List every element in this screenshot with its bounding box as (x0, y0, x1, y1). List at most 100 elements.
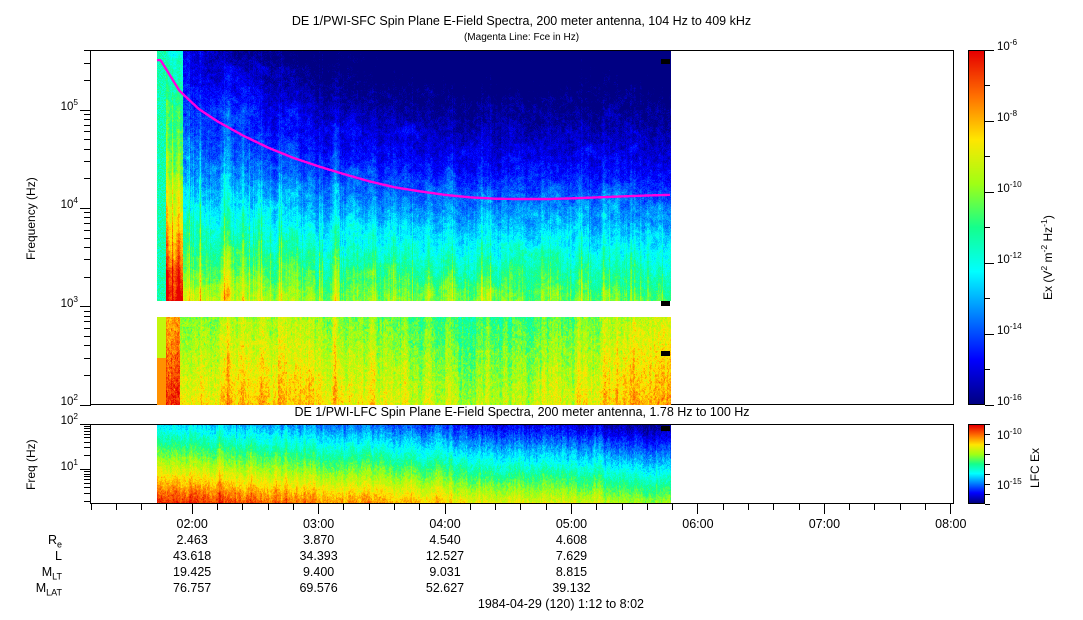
upper-y-tick (84, 119, 91, 121)
x-axis-tick (570, 504, 572, 514)
upper-y-tick-label: 102 (42, 394, 78, 408)
x-axis-tick (748, 504, 749, 510)
x-axis-tick (419, 504, 421, 510)
x-axis-tick (874, 504, 876, 510)
x-axis-tick (697, 504, 699, 514)
y-mant: 10 (60, 460, 74, 473)
upper-colorbar-tick (985, 120, 994, 122)
cb-mant: 10 (997, 183, 1010, 195)
upper-y-axis-label: Frequency (Hz) (24, 177, 38, 260)
upper-y-tick-label: 103 (42, 294, 78, 309)
x-axis-tick-label: 03:00 (302, 517, 335, 531)
cb-mant: 10 (997, 430, 1010, 442)
x-axis-tick (267, 504, 269, 510)
upper-y-tick (84, 357, 91, 359)
eph-label-base: M (41, 565, 53, 579)
upper-y-tick (84, 139, 91, 141)
lower-y-tick (84, 482, 91, 484)
x-axis-tick (621, 504, 623, 510)
lower-colorbar-tick (985, 433, 990, 435)
ephemeris-value: 76.757 (173, 581, 212, 595)
upper-colorbar-tick-label: 10-16 (997, 394, 1022, 408)
y-exp: 5 (73, 98, 78, 108)
ephemeris-row-label: L (0, 549, 62, 563)
sfc-spectrogram (91, 51, 955, 405)
y-exp: 4 (73, 196, 78, 206)
upper-y-tick (84, 212, 91, 214)
lower-y-tick (80, 469, 91, 471)
upper-y-tick (84, 374, 91, 376)
upper-colorbar-tick (985, 369, 990, 370)
x-axis-tick (469, 504, 471, 510)
lower-y-tick (84, 479, 91, 481)
upper-y-tick (84, 131, 91, 133)
ephemeris-value: 9.031 (429, 565, 461, 579)
upper-colorbar-tick (985, 191, 994, 193)
eph-label-base: M (35, 581, 47, 595)
upper-y-tick (84, 345, 91, 347)
upper-colorbar-tick (985, 262, 994, 264)
y-exp: 3 (73, 294, 78, 304)
eph-label-sub: LAT (46, 587, 62, 598)
eph-label-sub: LT (52, 571, 62, 582)
lower-y-tick (84, 476, 91, 478)
cb-exp: -14 (1009, 322, 1022, 332)
lower-colorbar-tick (985, 463, 990, 465)
lower-y-tick (84, 493, 91, 495)
lower-y-tick-label: 101 (42, 457, 78, 473)
upper-y-tick (84, 310, 91, 312)
x-axis-tick (798, 504, 800, 510)
upper-y-tick (84, 321, 91, 323)
lower-y-tick (84, 471, 91, 473)
upper-y-tick (84, 124, 91, 126)
lower-colorbar-gradient (969, 425, 984, 503)
x-axis-tick-label: 05:00 (555, 517, 588, 531)
upper-y-tick (80, 306, 91, 308)
cb-mant: 10 (997, 396, 1010, 408)
ephemeris-value: 52.627 (425, 581, 465, 595)
lower-panel-title: DE 1/PWI-LFC Spin Plane E-Field Spectra,… (294, 405, 750, 419)
ephemeris-value: 39.132 (552, 581, 591, 595)
lower-y-tick (84, 441, 91, 443)
lower-y-tick (84, 437, 91, 439)
upper-colorbar-tick (985, 156, 990, 157)
x-axis-tick-label: 06:00 (682, 517, 714, 531)
upper-colorbar-tick-label: 10-6 (997, 39, 1017, 53)
ephemeris-value: 19.425 (173, 565, 212, 579)
upper-colorbar-tick (985, 49, 994, 51)
x-axis-tick (596, 504, 598, 510)
ephemeris-value: 4.608 (555, 533, 588, 547)
lower-colorbar-tick (985, 503, 990, 505)
upper-colorbar-tick (985, 298, 990, 299)
upper-y-tick (80, 109, 91, 111)
lower-colorbar-tick (985, 473, 990, 475)
upper-y-tick (84, 161, 91, 163)
x-axis-tick (115, 504, 117, 510)
lower-y-tick (84, 447, 91, 449)
lower-y-tick (84, 433, 91, 435)
upper-y-tick (84, 114, 91, 116)
lower-colorbar-tick (985, 453, 990, 455)
cb-mant: 10 (997, 480, 1010, 492)
y-exp: 1 (73, 457, 78, 467)
x-axis-tick (823, 504, 825, 514)
lower-y-tick (84, 427, 91, 429)
upper-y-tick (84, 328, 91, 329)
lower-y-tick (84, 455, 91, 457)
lower-y-tick-label: 102 (42, 413, 78, 427)
cb-label-c: Hz (1041, 226, 1055, 245)
upper-y-tick (84, 62, 91, 64)
lower-y-tick (84, 501, 91, 503)
upper-y-tick (84, 178, 91, 180)
x-axis-tick-label: 08:00 (935, 517, 967, 531)
upper-colorbar-tick-label: 10-8 (997, 109, 1018, 124)
y-mant: 10 (60, 415, 74, 427)
cb-mant: 10 (997, 254, 1010, 266)
upper-y-tick (84, 237, 91, 239)
x-axis-tick (495, 504, 497, 510)
x-axis-tick (545, 504, 547, 510)
cb-label-a: Ex (V (1041, 270, 1055, 300)
upper-y-tick-label: 104 (42, 196, 78, 211)
cb-exp: -8 (1009, 109, 1018, 119)
upper-y-tick (84, 229, 91, 231)
